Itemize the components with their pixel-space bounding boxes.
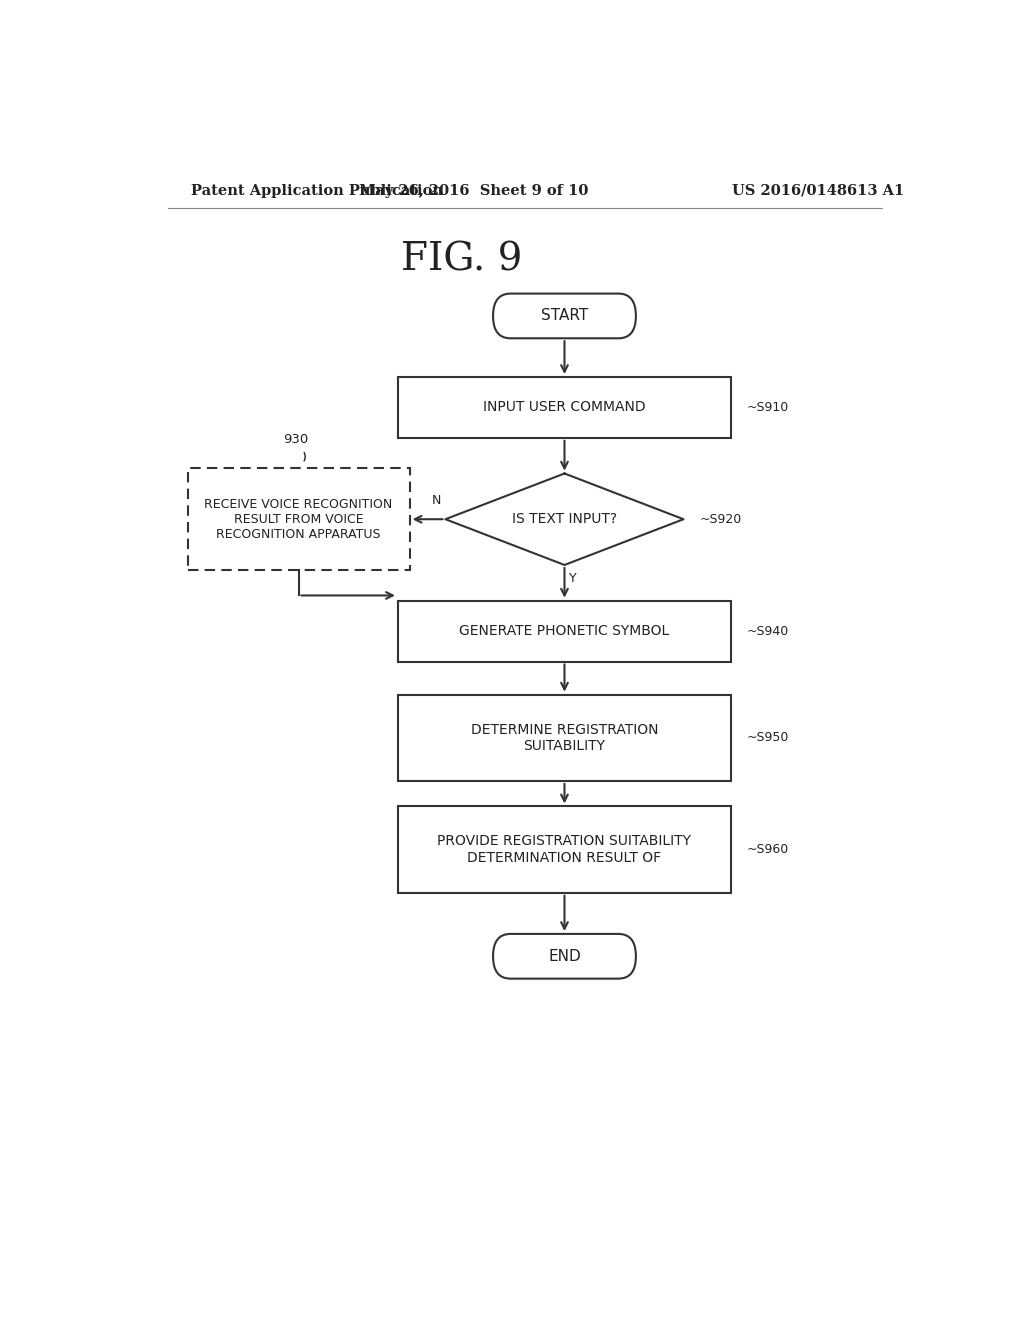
Text: GENERATE PHONETIC SYMBOL: GENERATE PHONETIC SYMBOL [460,624,670,638]
FancyBboxPatch shape [187,469,410,570]
FancyBboxPatch shape [398,378,731,438]
Text: END: END [548,949,581,964]
Text: ~S920: ~S920 [699,512,741,525]
Text: FIG. 9: FIG. 9 [400,242,522,279]
Text: PROVIDE REGISTRATION SUITABILITY
DETERMINATION RESULT OF: PROVIDE REGISTRATION SUITABILITY DETERMI… [437,834,691,865]
FancyBboxPatch shape [494,935,636,978]
Text: ~S950: ~S950 [748,731,790,744]
Text: Patent Application Publication: Patent Application Publication [191,183,443,198]
Text: DETERMINE REGISTRATION
SUITABILITY: DETERMINE REGISTRATION SUITABILITY [471,722,658,752]
Text: N: N [432,495,441,507]
FancyBboxPatch shape [398,601,731,661]
Polygon shape [445,474,684,565]
Text: Y: Y [569,572,577,585]
Text: May 26, 2016  Sheet 9 of 10: May 26, 2016 Sheet 9 of 10 [358,183,588,198]
Text: US 2016/0148613 A1: US 2016/0148613 A1 [732,183,904,198]
Text: ~S940: ~S940 [748,624,790,638]
Text: ~S910: ~S910 [748,401,790,414]
FancyBboxPatch shape [398,694,731,781]
Text: 930: 930 [283,433,308,446]
Text: INPUT USER COMMAND: INPUT USER COMMAND [483,400,646,414]
FancyBboxPatch shape [494,293,636,338]
Text: RECEIVE VOICE RECOGNITION
RESULT FROM VOICE
RECOGNITION APPARATUS: RECEIVE VOICE RECOGNITION RESULT FROM VO… [205,498,393,541]
Text: ~S960: ~S960 [748,843,790,857]
Text: START: START [541,309,588,323]
FancyBboxPatch shape [398,807,731,892]
Text: IS TEXT INPUT?: IS TEXT INPUT? [512,512,617,527]
